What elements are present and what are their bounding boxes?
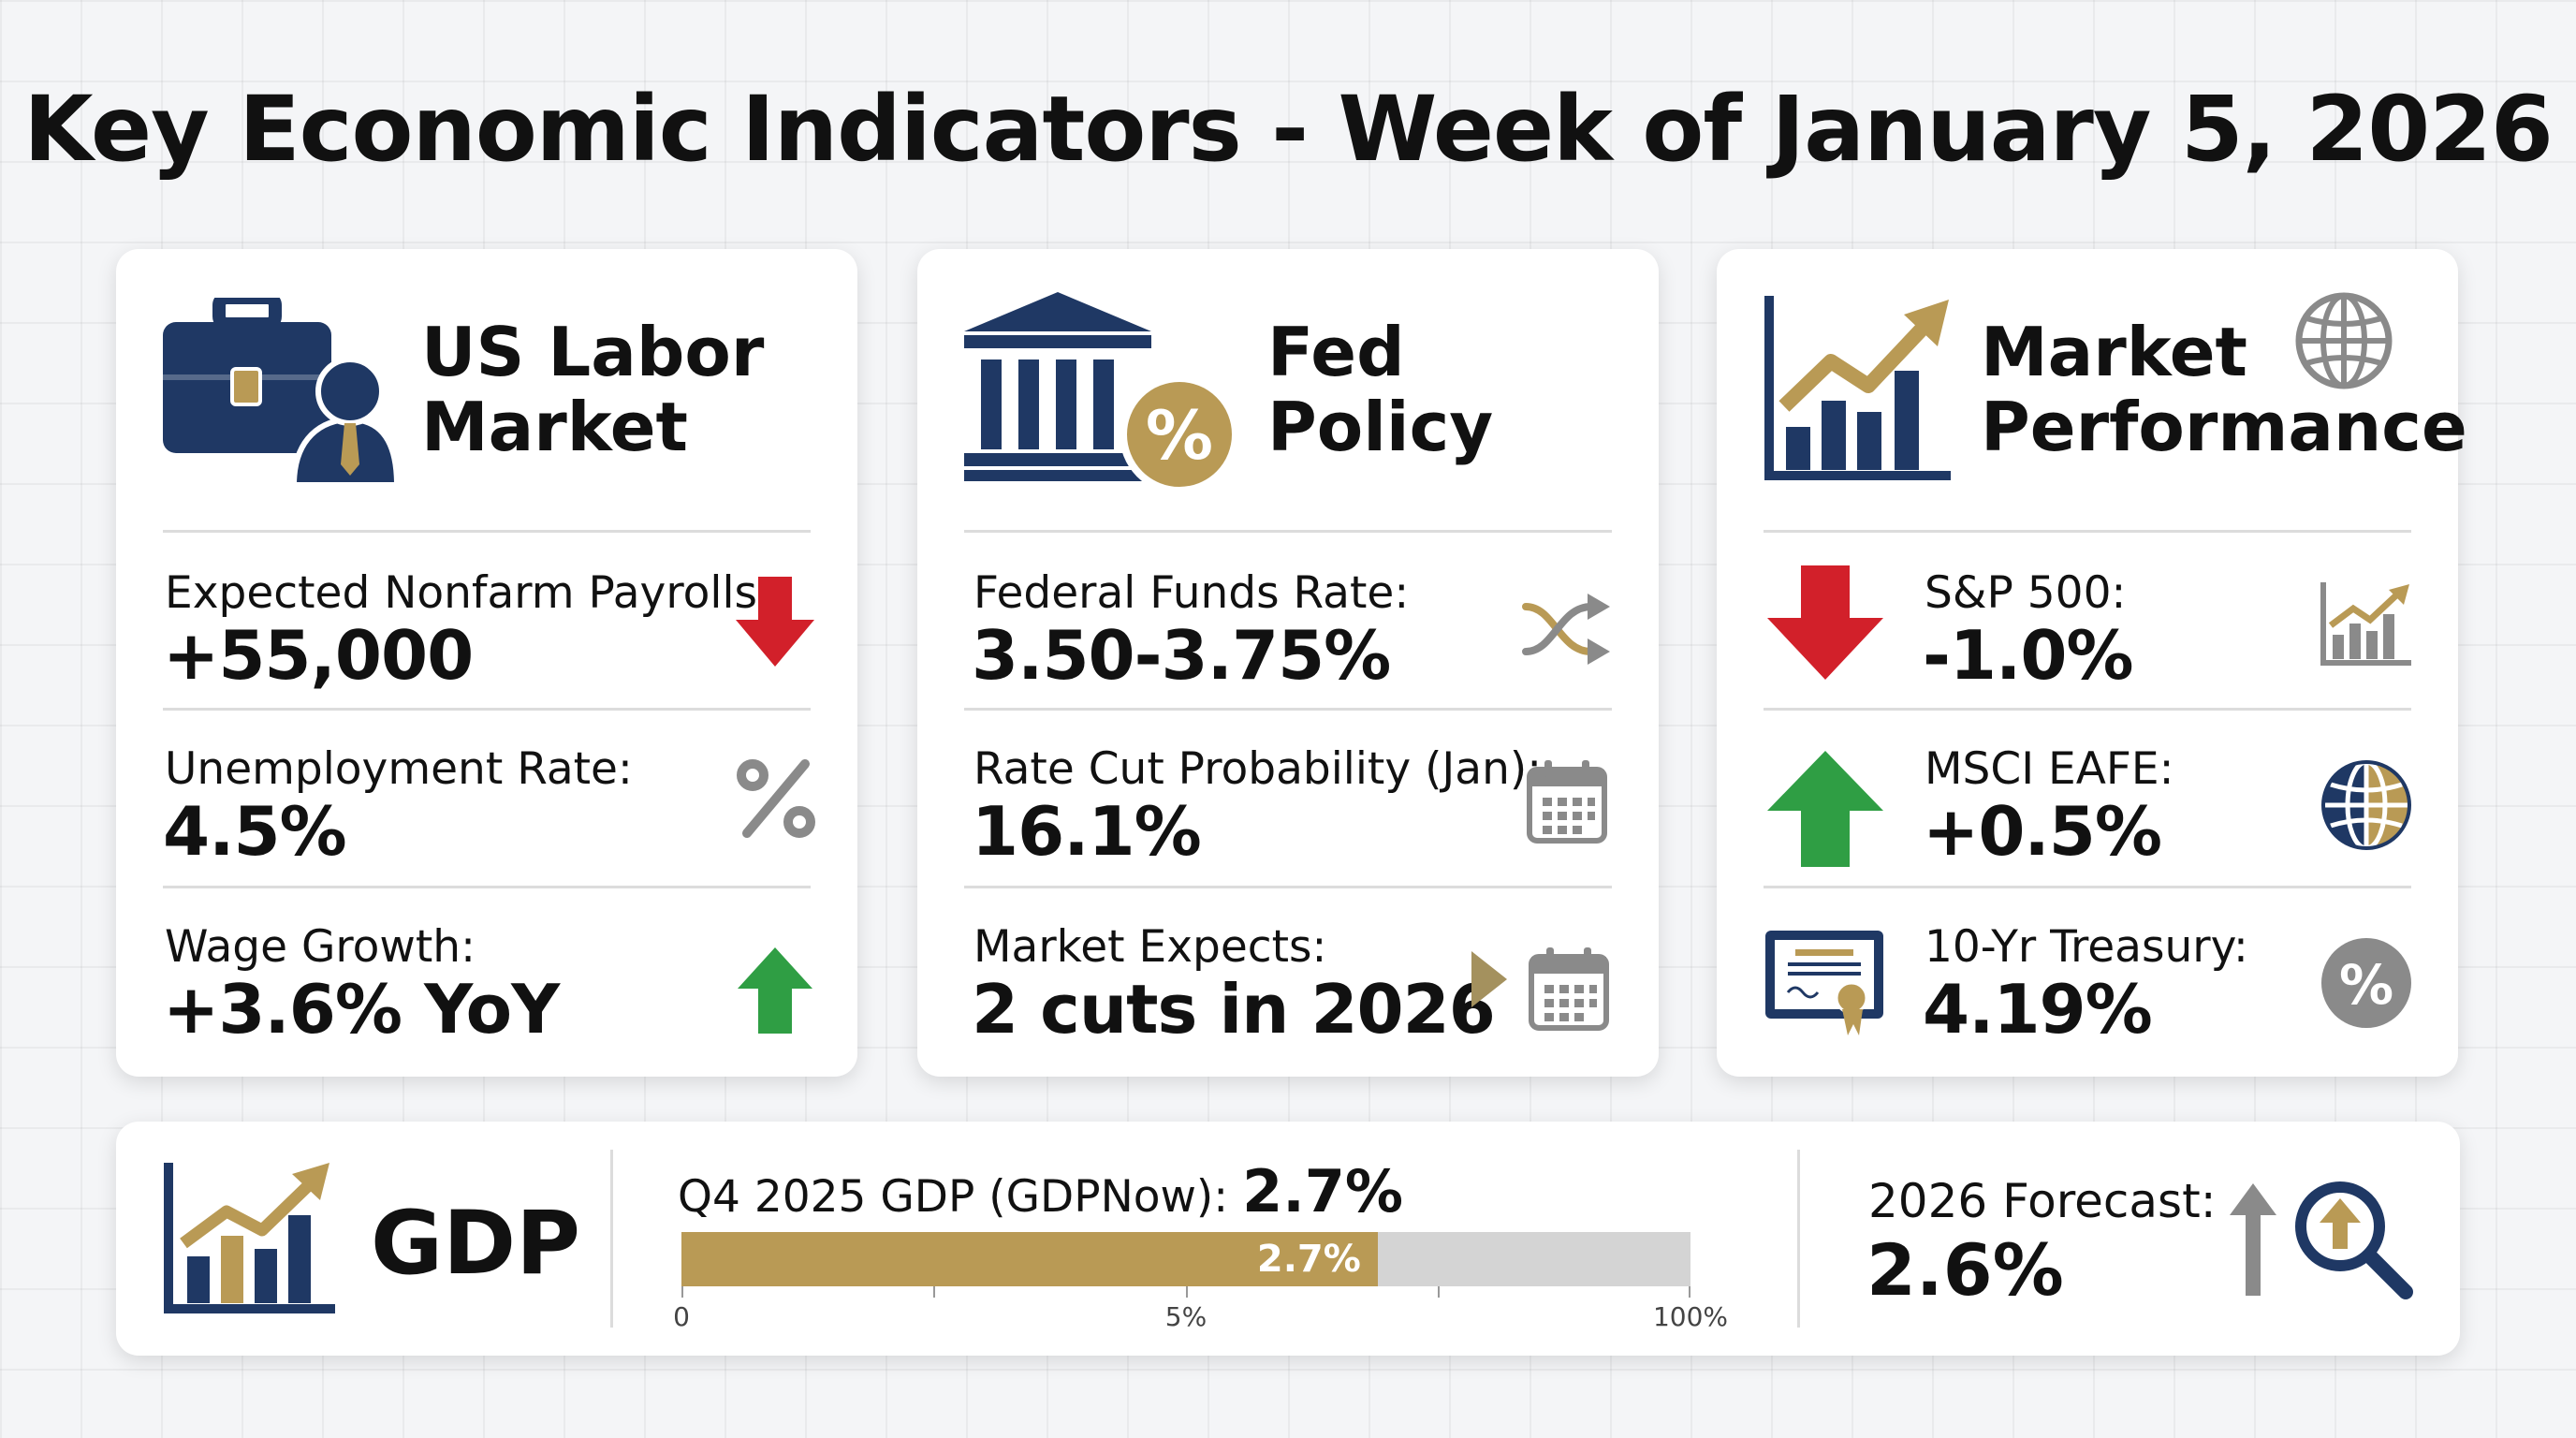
magnifier-up-icon <box>2295 1181 2413 1299</box>
certificate-icon <box>1765 931 1883 1035</box>
divider <box>1764 886 2411 888</box>
msci-eafe-value: +0.5% <box>1923 792 2162 871</box>
red-down-arrow-icon <box>736 577 814 667</box>
wage-growth-row: Wage Growth: +3.6% YoY <box>116 895 857 1071</box>
unemployment-row: Unemployment Rate: 4.5% <box>116 717 857 893</box>
msci-eafe-row: MSCI EAFE: +0.5% <box>1717 717 2458 893</box>
play-calendar-icon <box>1471 947 1609 1031</box>
globe-icon <box>2295 292 2393 389</box>
market-expects-value: 2 cuts in 2026 <box>972 970 1496 1049</box>
fed-card-header: % Fed Policy <box>917 249 1659 530</box>
fed-card-title: Fed Policy <box>1267 313 1494 466</box>
divider <box>163 708 811 711</box>
divider <box>610 1150 613 1328</box>
gdp-label: Q4 2025 GDP (GDPNow): 2.7% <box>678 1157 1403 1225</box>
tick <box>1438 1286 1440 1298</box>
sp500-row: S&P 500: -1.0% <box>1717 539 2458 715</box>
percent-circle-icon: % <box>2321 938 2411 1028</box>
page-title: Key Economic Indicators - Week of Januar… <box>23 77 2553 182</box>
svg-text:%: % <box>1146 396 1213 475</box>
forecast-label: 2026 Forecast: <box>1868 1174 2217 1228</box>
treasury-value: 4.19% <box>1923 970 2153 1049</box>
unemployment-value: 4.5% <box>163 792 347 871</box>
calendar-icon <box>1527 760 1607 844</box>
mini-chart-icon <box>2320 582 2411 666</box>
tick <box>933 1286 935 1298</box>
gdp-chart-icon <box>164 1163 335 1313</box>
rate-cut-label: Rate Cut Probability (Jan): <box>973 743 1543 795</box>
gdp-progress-fill: 2.7% <box>681 1232 1378 1286</box>
rate-cut-value: 16.1% <box>972 792 1202 871</box>
labor-card-header: US Labor Market <box>116 249 857 530</box>
forecast-value: 2.6% <box>1866 1228 2064 1312</box>
fed-funds-row: Federal Funds Rate: 3.50-3.75% <box>917 539 1659 715</box>
percent-icon <box>737 759 815 838</box>
gray-up-arrow-icon <box>2230 1183 2276 1296</box>
tick <box>1689 1286 1690 1298</box>
tick-label-5: 5% <box>1164 1301 1208 1332</box>
sp500-label: S&P 500: <box>1925 567 2127 619</box>
divider <box>964 530 1612 533</box>
rate-cut-row: Rate Cut Probability (Jan): 16.1% <box>917 717 1659 893</box>
tick <box>1186 1286 1188 1298</box>
labor-market-card: US Labor Market Expected Nonfarm Payroll… <box>116 249 857 1077</box>
tick-label-100: 100% <box>1652 1301 1729 1332</box>
gdp-progress-track: 2.7% <box>681 1232 1690 1286</box>
tick <box>681 1286 683 1298</box>
rising-chart-icon <box>1764 296 1951 480</box>
fed-funds-value: 3.50-3.75% <box>972 616 1391 695</box>
unemployment-label: Unemployment Rate: <box>165 743 633 795</box>
market-performance-card: Market Performance S&P 500: -1.0% <box>1717 249 2467 1077</box>
gdp-progress-label: 2.7% <box>1256 1238 1361 1281</box>
divider <box>163 886 811 888</box>
red-down-arrow-icon <box>1767 565 1883 680</box>
fed-policy-card: % Fed Policy Federal Funds Rate: 3.50-3.… <box>917 249 1659 1077</box>
gdp-title: GDP <box>371 1193 581 1295</box>
svg-text:%: % <box>2339 953 2393 1017</box>
divider <box>1764 530 2411 533</box>
divider <box>964 708 1612 711</box>
gdp-panel: GDP Q4 2025 GDP (GDPNow): 2.7% 2.7% 0 5%… <box>116 1122 2460 1356</box>
market-expects-row: Market Expects: 2 cuts in 2026 <box>917 895 1659 1071</box>
payrolls-value: +55,000 <box>163 616 474 695</box>
divider <box>1764 708 2411 711</box>
divider <box>1797 1150 1800 1328</box>
shuffle-arrows-icon <box>1522 594 1610 665</box>
globe-color-icon <box>2321 759 2411 851</box>
market-expects-label: Market Expects: <box>973 921 1327 973</box>
green-up-arrow-icon <box>738 947 812 1034</box>
fed-funds-label: Federal Funds Rate: <box>973 567 1410 619</box>
gdp-label-text: Q4 2025 GDP (GDPNow): <box>678 1171 1229 1223</box>
market-card-header: Market Performance <box>1717 249 2467 530</box>
green-up-arrow-icon <box>1767 751 1883 867</box>
sp500-value: -1.0% <box>1923 616 2134 695</box>
labor-card-title: US Labor Market <box>421 313 765 466</box>
msci-eafe-label: MSCI EAFE: <box>1925 743 2174 795</box>
bank-percent-icon: % <box>964 292 1236 494</box>
divider <box>964 886 1612 888</box>
treasury-row: 10-Yr Treasury: 4.19% % <box>1717 895 2458 1071</box>
divider <box>163 530 811 533</box>
treasury-label: 10-Yr Treasury: <box>1925 921 2248 973</box>
market-card-title: Market Performance <box>1981 313 2467 466</box>
tick-label-0: 0 <box>673 1301 690 1332</box>
gdp-label-value: 2.7% <box>1242 1157 1404 1225</box>
wage-growth-label: Wage Growth: <box>165 921 476 973</box>
payrolls-row: Expected Nonfarm Payrolls: +55,000 <box>116 539 857 715</box>
briefcase-person-icon <box>163 298 397 485</box>
wage-growth-value: +3.6% YoY <box>163 970 560 1049</box>
payrolls-label: Expected Nonfarm Payrolls: <box>165 567 772 619</box>
